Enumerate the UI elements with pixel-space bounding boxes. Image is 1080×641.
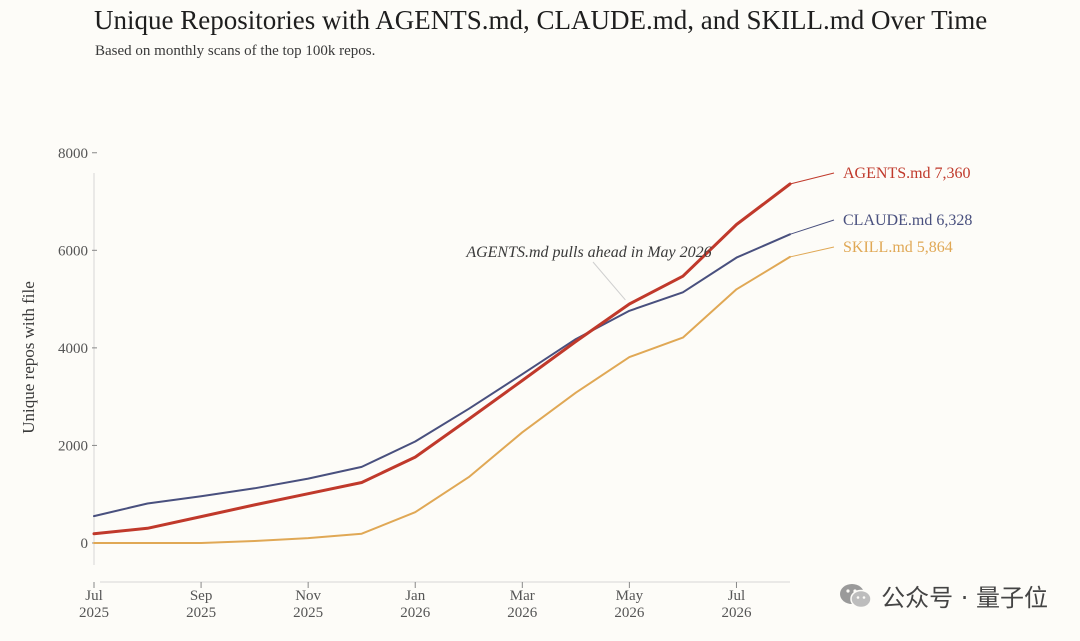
annotation-pointer [592,261,626,301]
x-tick-label-month: Mar [510,588,535,604]
y-tick-label: 4000 [58,341,88,357]
x-tick-label-month: Jan [405,588,425,604]
end-label-leader [789,219,835,235]
x-tick-label-year: 2026 [614,605,645,621]
y-tick-label: 8000 [58,146,88,162]
chart-title: Unique Repositories with AGENTS.md, CLAU… [94,5,988,35]
chart-series-lines [92,182,792,544]
chart-axes: 02000400060008000Jul2025Sep2025Nov2025Ja… [19,146,790,621]
series-line-claude-md [93,233,791,518]
series-end-label: CLAUDE.md 6,328 [843,212,972,229]
y-axis-label: Unique repos with file [19,281,38,434]
x-tick-label-year: 2025 [79,605,109,621]
wechat-icon [839,582,873,610]
y-tick-label: 6000 [58,243,88,259]
x-tick-label-year: 2026 [507,605,538,621]
series-line-skill-md [93,255,791,544]
x-tick-label-year: 2025 [186,605,216,621]
annotation-text: AGENTS.md pulls ahead in May 2026 [465,244,711,261]
x-tick-label-year: 2025 [293,605,323,621]
x-tick-label-month: May [616,588,644,604]
chart-annotation-group: AGENTS.md pulls ahead in May 2026 [465,244,712,301]
y-tick-label: 0 [81,536,89,552]
series-end-label: SKILL.md 5,864 [843,239,953,256]
chart-subtitle: Based on monthly scans of the top 100k r… [95,43,376,59]
x-tick-label-year: 2026 [400,605,431,621]
series-end-label: AGENTS.md 7,360 [843,165,971,182]
y-tick-label: 2000 [58,438,88,454]
x-tick-label-year: 2026 [721,605,752,621]
end-label-leader [789,246,835,258]
watermark-text: 公众号 · 量子位 [881,584,1048,612]
x-tick-label-month: Jul [728,588,746,604]
x-tick-label-month: Nov [295,588,321,604]
chart-end-labels: AGENTS.md 7,360 CLAUDE.md 6,328 SKILL.md 5… [789,165,972,258]
x-tick-label-month: Jul [85,588,103,604]
end-label-leader [789,172,835,185]
series-line-agents-md [92,182,792,536]
x-tick-label-month: Sep [190,588,213,604]
watermark: 公众号 · 量子位 [839,578,1048,613]
